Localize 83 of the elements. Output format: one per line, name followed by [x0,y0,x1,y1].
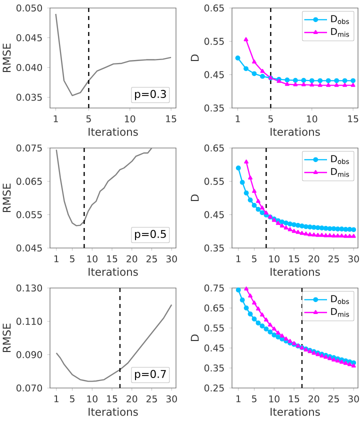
x-axis-title: Iterations [270,268,320,276]
annotation: p=0.3 [135,90,166,100]
y-tick-label: 0.055 [16,211,42,218]
x-tick-label: 25 [328,395,339,402]
x-tick-label: 20 [126,255,138,262]
y-axis-title: D [190,194,199,202]
x-tick-label: 1 [236,115,240,122]
y-axis-title: RMSE [2,184,11,212]
y-tick-label: 0.65 [204,144,224,152]
y-axis-title: RMSE [2,44,11,72]
x-axis-title: Iterations [270,408,320,416]
x-tick-label: 25 [146,255,157,262]
x-tick-label: 10 [269,255,280,262]
x-tick-label: 10 [269,395,280,402]
y-tick-label: 0.45 [204,211,224,218]
x-tick-label: 20 [308,395,320,402]
x-tick-label: 15 [107,395,118,402]
x-tick-label: 30 [166,255,177,262]
y-tick-label: 0.035 [16,94,42,101]
y-tick-label: 0.075 [16,144,42,152]
y-tick-label: 0.090 [16,351,42,358]
x-axis-title: Iterations [270,128,320,136]
x-axis-title: Iterations [88,408,138,416]
y-axis-title: D [190,54,199,62]
y-tick-label: 0.45 [204,344,224,352]
x-tick-label: 15 [289,395,300,402]
x-tick-label: 5 [252,395,256,402]
annotation: p=0.5 [135,230,166,240]
y-tick-label: 0.55 [204,38,224,45]
x-tick-label: 30 [348,395,359,402]
x-tick-label: 1 [54,115,58,122]
x-axis-title: Iterations [88,268,138,276]
legend-label: D$_{obs}$ [331,15,349,24]
y-tick-label: 0.045 [16,244,42,252]
x-tick-label: 25 [146,395,157,402]
x-tick-label: 15 [107,255,118,262]
x-tick-label: 30 [166,395,177,402]
y-tick-label: 0.65 [204,304,224,312]
x-tick-label: 10 [124,115,136,122]
legend-label: D$_{mis}$ [331,28,349,37]
x-tick-label: 5 [268,115,273,122]
x-tick-label: 20 [308,255,320,262]
legend-label: D$_{mis}$ [331,308,349,317]
x-tick-label: 5 [70,395,74,402]
y-tick-label: 0.35 [204,104,224,112]
y-axis-title: RMSE [2,324,11,352]
x-tick-label: 10 [87,395,98,402]
x-tick-label: 5 [70,255,74,262]
x-tick-label: 1 [236,395,240,402]
y-tick-label: 0.040 [16,64,42,72]
x-tick-label: 1 [54,395,58,402]
y-tick-label: 0.45 [204,71,224,78]
x-tick-label: 1 [54,255,58,262]
x-axis-title: Iterations [88,128,138,136]
y-tick-label: 0.35 [204,364,224,372]
y-tick-label: 0.110 [16,318,42,325]
x-tick-label: 30 [348,255,359,262]
x-tick-label: 25 [328,255,339,262]
x-tick-label: 10 [87,255,98,262]
y-tick-label: 0.045 [16,34,42,42]
y-tick-label: 0.130 [16,284,42,292]
x-tick-label: 5 [86,115,91,122]
y-axis-title: D [190,334,199,342]
y-tick-label: 0.065 [16,178,42,185]
x-tick-label: 15 [289,255,300,262]
x-tick-label: 5 [252,255,256,262]
y-tick-label: 0.55 [204,178,224,185]
legend-label: D$_{mis}$ [331,168,349,177]
y-tick-label: 0.75 [204,284,224,292]
legend-label: D$_{obs}$ [331,155,349,164]
y-tick-label: 0.55 [204,324,224,332]
legend-label: D$_{obs}$ [331,295,349,304]
y-tick-label: 0.070 [16,384,42,392]
x-tick-label: 1 [236,255,240,262]
y-tick-label: 0.35 [204,244,224,252]
y-tick-label: 0.25 [204,384,224,392]
x-tick-label: 10 [306,115,318,122]
x-tick-label: 20 [126,395,138,402]
x-tick-label: 15 [348,115,358,122]
x-tick-label: 15 [166,115,176,122]
annotation: p=0.7 [135,370,166,380]
y-tick-label: 0.65 [204,4,224,12]
y-tick-label: 0.050 [16,4,42,12]
